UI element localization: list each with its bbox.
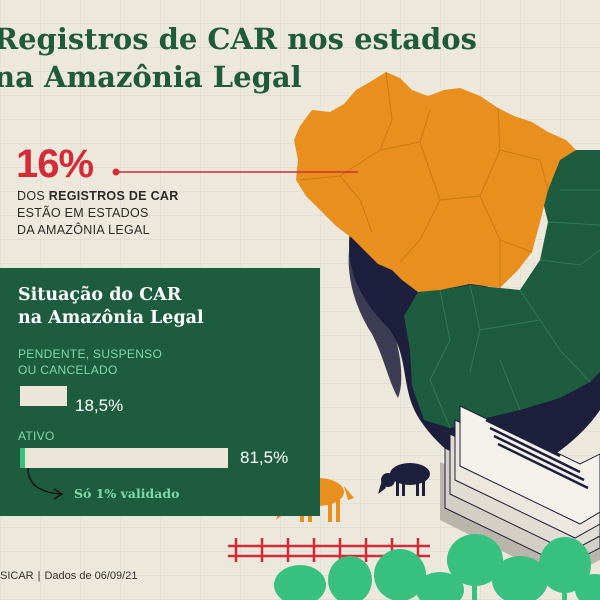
navy-cow-icon [378, 463, 430, 496]
highlight-percent: 16% [16, 142, 94, 186]
bar-value-pending: 18,5% [75, 396, 124, 415]
source-credit: SICAR | Dados de 06/09/21 [0, 570, 137, 582]
validated-annotation: Só 1% validado [74, 486, 180, 501]
bar-pending [20, 386, 67, 406]
highlight-text-bold: REGISTROS DE CAR [48, 189, 179, 203]
bar-value-active: 81,5% [240, 448, 289, 467]
category-label-pending-line1: PENDENTE, SUSPENSO [18, 347, 163, 361]
highlight-text-line2: ESTÃO EM ESTADOS [17, 206, 149, 220]
panel-title: Situação do CAR na Amazônia Legal [18, 284, 204, 330]
page-title-line1: Registros de CAR nos estados [0, 22, 477, 56]
category-label-active: ATIVO [18, 428, 55, 444]
bar-active [20, 448, 228, 468]
highlight-text-prefix: DOS [17, 189, 49, 203]
panel-title-line2: na Amazônia Legal [18, 308, 204, 328]
document-stack-icon [440, 405, 600, 580]
bar-validated-share [20, 448, 25, 468]
palm-trees-icon [274, 534, 600, 600]
source-date: Dados de 06/09/21 [44, 570, 138, 582]
other-states-borders [429, 189, 600, 429]
page-title: Registros de CAR nos estados na Amazônia… [0, 20, 477, 96]
highlight-text-line3: DA AMAZÔNIA LEGAL [17, 223, 150, 237]
other-states-region [404, 150, 600, 428]
panel-title-line1: Situação do CAR [18, 285, 182, 305]
source-origin: SICAR [0, 570, 34, 582]
amazon-states-borders [299, 71, 549, 288]
category-label-pending-line2: OU CANCELADO [18, 363, 118, 377]
stat-connector-dot [112, 168, 120, 176]
page-title-line2: na Amazônia Legal [0, 60, 302, 94]
amazon-states-region [294, 72, 576, 292]
category-label-pending: PENDENTE, SUSPENSO OU CANCELADO [18, 346, 162, 378]
category-label-active-line1: ATIVO [18, 429, 55, 443]
car-status-panel: Situação do CAR na Amazônia Legal PENDEN… [0, 268, 320, 516]
source-separator: | [37, 570, 41, 582]
highlight-text-line1: DOS REGISTROS DE CAR [17, 188, 227, 205]
map-shadow-left [348, 235, 402, 398]
highlight-text: DOS REGISTROS DE CAR ESTÃO EM ESTADOS DA… [17, 188, 227, 239]
